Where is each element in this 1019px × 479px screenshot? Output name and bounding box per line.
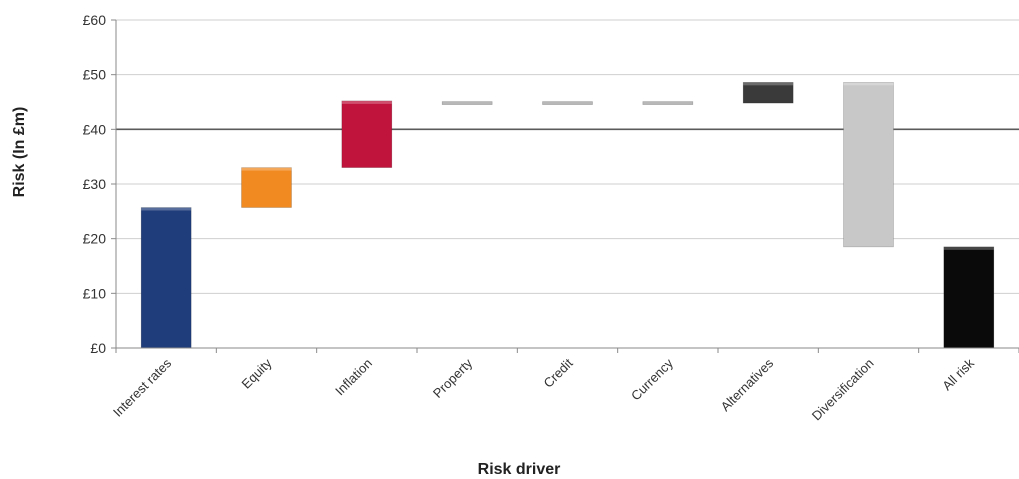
bar-highlight [843,82,894,86]
x-tick-label: Property [430,355,476,401]
bar-credit [542,101,593,105]
y-tick-label: £40 [83,121,107,137]
bar-equity [241,167,292,208]
bar-property [441,101,493,105]
bar-alternatives [742,82,794,104]
bars [140,82,995,349]
bar-all-risk [943,246,995,349]
x-tick-label: Diversification [809,356,877,424]
y-tick-label: £0 [90,340,106,356]
bar-highlight [141,207,192,211]
x-tick-label: Interest rates [110,355,175,420]
bar-diversification [843,82,894,248]
bar-highlight [943,246,994,250]
bar-highlight [341,100,392,104]
bar-highlight [241,167,292,171]
bar-interest-rates [140,207,192,349]
y-tick-labels: £0 £10 £20 £30 £40 £50 £60 [83,12,107,356]
bar-highlight [743,82,794,86]
x-tick-labels: Interest rates Equity Inflation Property Cre… [110,355,977,423]
bar-inflation [341,100,393,168]
y-tick-label: £30 [83,176,107,192]
y-tick-label: £50 [83,67,107,83]
x-tick-label: Credit [540,355,575,390]
x-tick-label: Equity [238,355,275,392]
x-tick-label: Alternatives [718,355,777,414]
x-tick-label: Currency [628,355,676,403]
x-axis-title: Risk driver [478,461,561,478]
x-tick-label: Inflation [332,356,375,399]
y-tick-label: £60 [83,12,107,28]
axes [111,19,1019,353]
y-tick-label: £10 [83,285,107,301]
y-axis-title: Risk (In £m) [11,107,28,198]
bar-currency [642,101,694,105]
y-tick-label: £20 [83,231,107,247]
x-tick-label: All risk [939,355,977,393]
